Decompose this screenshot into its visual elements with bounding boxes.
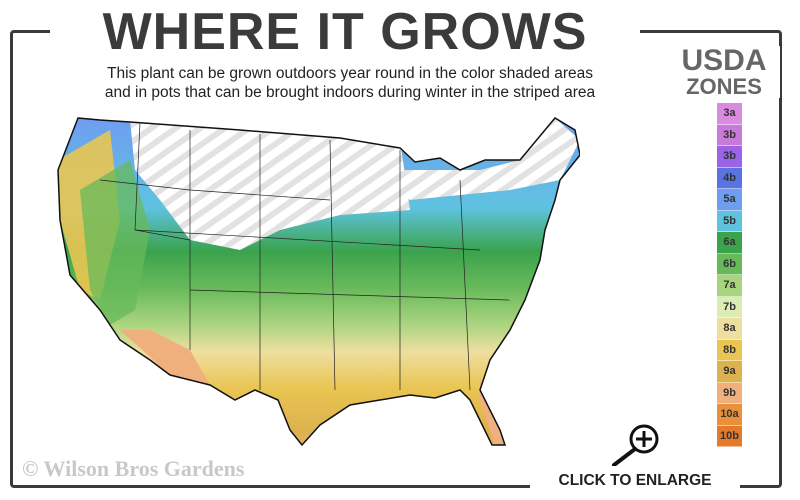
desert-zone (120, 330, 210, 385)
striped-container-area (130, 120, 410, 250)
click-to-enlarge-button[interactable]: CLICK TO ENLARGE (530, 466, 740, 496)
legend-zone-10a: 10a (717, 404, 742, 426)
zone-legend: 3a 3b 3b 4b 5a 5b 6a 6b 7a 7b 8a 8b 9a 9b 10a 10b (717, 103, 742, 447)
pacific-northwest-zone (80, 160, 150, 325)
legend-zone-7b: 7b (717, 296, 742, 318)
legend-zone-8b: 8b (717, 339, 742, 361)
florida-zone (480, 380, 510, 445)
page-title: WHERE IT GROWS (50, 2, 640, 62)
usa-zone-map[interactable] (40, 100, 580, 460)
legend-zone-5b: 5b (717, 210, 742, 232)
legend-zone-10b: 10b (717, 425, 742, 447)
legend-zone-5a: 5a (717, 189, 742, 211)
legend-zone-8a: 8a (717, 318, 742, 340)
striped-northeast-area (370, 118, 580, 200)
subtitle-line-1: This plant can be grown outdoors year ro… (107, 65, 593, 82)
legend-zone-4b: 4b (717, 167, 742, 189)
legend-title: USDA ZONES (668, 46, 780, 98)
legend-zone-6b: 6b (717, 253, 742, 275)
legend-zone-6a: 6a (717, 232, 742, 254)
state-borders (99, 121, 511, 391)
legend-zone-3b: 3b (717, 146, 742, 168)
us-outline (57, 117, 580, 447)
legend-zone-9a: 9a (717, 361, 742, 383)
legend-zone-9b: 9b (717, 382, 742, 404)
legend-zone-3a: 3a (717, 103, 742, 125)
magnifier-plus-icon[interactable] (608, 422, 664, 468)
legend-title-line-2: ZONES (686, 74, 762, 99)
legend-zone-3b: 3b (717, 124, 742, 146)
legend-zone-7a: 7a (717, 275, 742, 297)
legend-title-line-1: USDA (681, 44, 767, 77)
copyright-watermark: © Wilson Bros Gardens (22, 456, 245, 481)
subtitle-line-2: and in pots that can be brought indoors … (104, 84, 596, 101)
subtitle: This plant can be grown outdoors year ro… (40, 64, 660, 102)
